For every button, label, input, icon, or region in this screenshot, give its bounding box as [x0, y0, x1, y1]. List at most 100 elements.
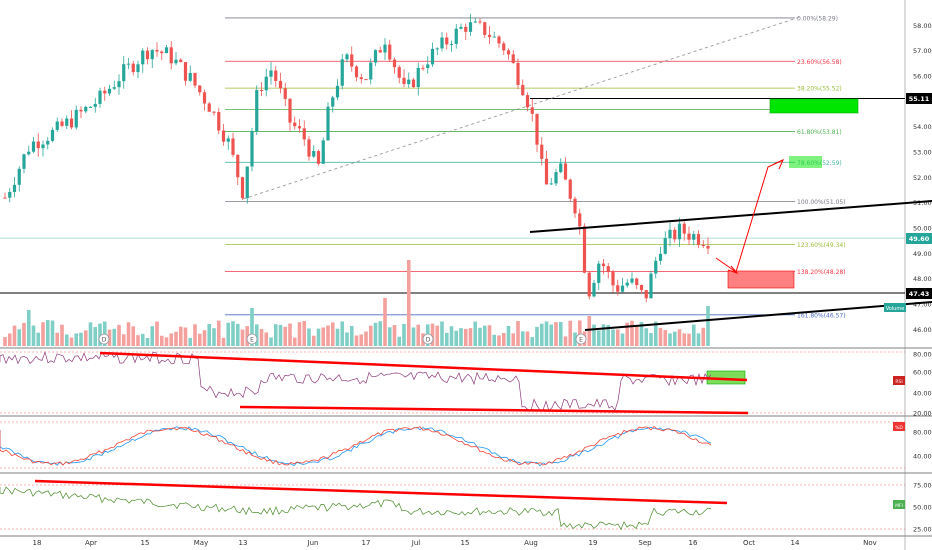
volume-bar: [12, 325, 17, 346]
volume-bar: [250, 308, 254, 346]
candle-body: [27, 151, 31, 155]
candle-body: [544, 158, 549, 185]
volume-bar: [516, 321, 520, 346]
candle-body: [302, 128, 306, 140]
x-axis-tick-label: 15: [141, 539, 150, 547]
candle-body: [464, 26, 468, 32]
event-marker-label: D: [102, 337, 107, 344]
x-axis-tick-label: Oct: [743, 539, 755, 547]
fib-level-label: 61.80%(53.81): [797, 129, 842, 136]
volume-bar: [107, 329, 112, 346]
volume-bar: [554, 322, 558, 346]
candle-body: [22, 154, 26, 169]
candle-body: [98, 90, 102, 104]
candle-body: [383, 44, 387, 53]
x-axis-tick-label: Apr: [85, 539, 97, 547]
candle-body: [687, 233, 691, 240]
candle-body: [578, 213, 582, 227]
volume-bar: [373, 322, 378, 346]
volume-bar: [368, 325, 373, 346]
event-marker-label: E: [579, 337, 583, 344]
candle-body: [359, 77, 363, 80]
volume-bar: [283, 326, 288, 346]
volume-bar: [321, 327, 326, 346]
candle-body: [502, 43, 506, 51]
buy-zone-red: [727, 270, 795, 289]
volume-badge-label: Volume: [886, 306, 905, 312]
candle-body: [568, 179, 572, 199]
volume-bar: [83, 330, 88, 346]
volume-bar: [573, 332, 577, 346]
candle-body: [3, 197, 7, 199]
volume-bar: [340, 321, 345, 346]
volume-bar: [26, 310, 31, 346]
event-marker: [98, 333, 110, 345]
volume-bar: [178, 326, 183, 346]
volume-bar: [444, 332, 449, 346]
volume-bar: [183, 327, 188, 346]
price-tick-label: 52.00: [913, 174, 932, 182]
indicator-tick-label: 40.00: [913, 453, 932, 461]
volume-bar: [254, 324, 259, 346]
x-axis-tick-label: Aug: [524, 539, 538, 547]
candle-body: [17, 168, 21, 185]
candle-body: [193, 72, 197, 86]
candle-body: [658, 253, 663, 261]
candle-body: [582, 226, 587, 273]
volume-bar: [668, 333, 672, 346]
volume-bar: [682, 333, 687, 346]
volume-bar: [501, 333, 506, 346]
candle-body: [141, 50, 145, 65]
volume-bar: [706, 306, 710, 346]
candle-body: [312, 151, 316, 157]
candle-body: [483, 22, 487, 35]
candle-body: [288, 98, 292, 123]
candle-body: [430, 48, 435, 65]
volume-bar: [587, 316, 592, 346]
x-axis-tick-label: 17: [362, 539, 371, 547]
volume-bar: [397, 336, 402, 346]
fib-level-label: 138.20%(48.28): [797, 269, 846, 276]
event-marker: [575, 333, 587, 345]
indicator-tick-label: 25.00: [913, 526, 932, 534]
arrow-head-up: [773, 159, 784, 170]
rsi-resistance-trendline: [99, 351, 748, 382]
candle-body: [236, 154, 240, 178]
candle-body: [93, 103, 97, 107]
candle-body: [335, 85, 340, 98]
volume-bar: [549, 324, 554, 346]
candle-body: [283, 88, 287, 99]
volume-bar: [297, 322, 302, 346]
volume-bar: [164, 337, 169, 346]
candle-body: [411, 79, 416, 88]
volume-bar: [478, 327, 482, 346]
volume-bar: [691, 324, 696, 346]
candle-body: [107, 88, 112, 94]
price-badge-label: 49.60: [909, 235, 930, 243]
candle-body: [31, 141, 36, 152]
volume-bar: [696, 333, 701, 346]
volume-bar: [174, 331, 178, 346]
candle-body: [183, 62, 188, 81]
x-axis-tick-label: May: [194, 539, 208, 547]
price-tick-label: 48.00: [913, 275, 932, 283]
candle-body: [673, 229, 677, 240]
candles: [3, 13, 710, 303]
mfi-line: [0, 486, 712, 531]
candle-body: [445, 37, 449, 45]
candle-body: [136, 64, 140, 73]
price-tick-label: 50.00: [913, 224, 932, 232]
volume-bar: [349, 326, 354, 346]
volume-bar: [307, 328, 311, 346]
candle-body: [212, 111, 216, 113]
channel-bottom-line: [584, 301, 932, 331]
volume-bar: [625, 322, 630, 346]
fib-level-label: 38.20%(55.52): [797, 86, 842, 93]
volume-bar: [387, 327, 392, 346]
volume-bar: [535, 326, 539, 346]
volume-bar: [117, 324, 121, 346]
volume-bar: [231, 321, 235, 346]
candle-body: [122, 64, 126, 82]
